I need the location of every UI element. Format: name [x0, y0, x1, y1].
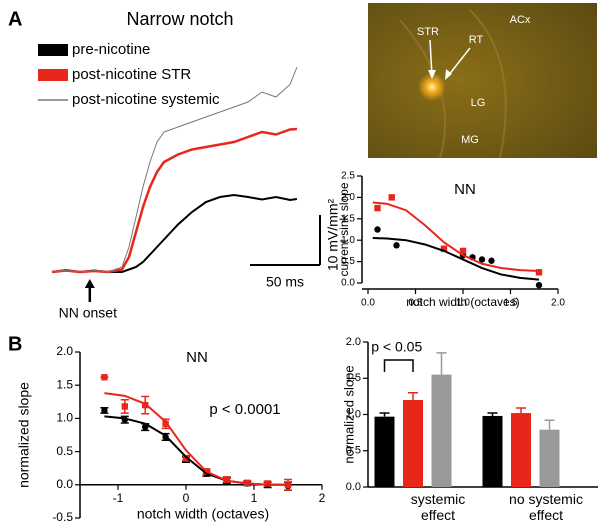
- data-point: [264, 480, 271, 487]
- image-label: STR: [417, 26, 439, 38]
- x-tick-label: 0.5: [409, 298, 423, 309]
- y-tick-label: 0.0: [346, 481, 361, 493]
- data-point: [162, 420, 169, 427]
- x-tick-label: 2: [319, 491, 326, 505]
- image-label: MG: [461, 134, 479, 146]
- data-point: [459, 247, 467, 255]
- y-tick-label: 1.5: [56, 377, 73, 391]
- legend-swatch: [38, 69, 68, 81]
- y-tick-label: 0.0: [341, 278, 355, 289]
- error-bar: [408, 392, 418, 400]
- scale-bar-label: 10 mV/mm²: [325, 198, 341, 271]
- x-tick-label: 0.0: [361, 298, 375, 309]
- data-point: [488, 257, 495, 264]
- y-tick-label: 0.0: [56, 477, 73, 491]
- data-point: [101, 374, 108, 381]
- data-point: [374, 226, 381, 233]
- x-tick-label: systemic effect: [410, 491, 466, 523]
- data-point: [182, 455, 190, 462]
- bar: [403, 400, 423, 487]
- legend-swatch: [38, 44, 68, 56]
- bar: [482, 415, 503, 487]
- trace: [51, 127, 298, 274]
- image-label: ACx: [510, 14, 531, 26]
- x-tick-label: -1: [113, 491, 124, 505]
- error-bar: [487, 412, 498, 416]
- legend-label: pre-nicotine: [72, 41, 150, 58]
- scale-bar-label: 50 ms: [266, 274, 304, 290]
- x-axis-label: notch width (octaves): [406, 295, 519, 309]
- x-tick-label: no systemic effect: [509, 491, 583, 523]
- y-tick-label: 0.5: [56, 444, 73, 458]
- data-point: [223, 476, 230, 483]
- y-tick-label: 1.5: [346, 372, 361, 384]
- image-label: RT: [469, 34, 484, 46]
- bar: [431, 374, 452, 487]
- onset-arrowhead: [84, 279, 95, 288]
- significance-bracket: [383, 359, 414, 372]
- chart-title: Narrow notch: [126, 9, 233, 29]
- panel-label: B: [8, 333, 22, 355]
- micrograph: STR RT ACx LG MG: [368, 3, 597, 159]
- y-tick-label: 2.5: [341, 171, 355, 182]
- error-bar: [544, 419, 555, 430]
- y-tick-label: -0.5: [52, 510, 73, 524]
- data-point: [374, 204, 381, 212]
- legend-label: post-nicotine STR: [72, 66, 191, 83]
- trace: [51, 66, 298, 273]
- legend-label: post-nicotine systemic: [72, 91, 220, 108]
- image-label: LG: [471, 97, 486, 109]
- panel-label: A: [8, 8, 22, 30]
- y-tick-label: 2.0: [341, 192, 355, 203]
- data-point: [535, 281, 543, 289]
- annotation: p < 0.0001: [209, 401, 280, 418]
- data-point: [478, 256, 486, 263]
- y-tick-label: 2.0: [56, 344, 73, 358]
- data-point: [440, 245, 448, 252]
- arrow: [447, 47, 471, 77]
- y-tick-label: 0.5: [341, 256, 355, 267]
- x-tick-label: 0: [183, 491, 190, 505]
- trace: [51, 193, 298, 274]
- y-tick-label: 1.0: [341, 235, 355, 246]
- y-axis-label: normalized slope: [341, 365, 356, 463]
- chart-title: NN: [186, 349, 208, 366]
- fit-curve: [372, 237, 540, 281]
- annotation: p < 0.05: [371, 339, 422, 355]
- y-tick-label: 2.0: [346, 336, 361, 348]
- chart-title: NN: [454, 181, 476, 198]
- data-point: [101, 407, 108, 414]
- annotation: NN onset: [59, 305, 117, 321]
- injection-site: [418, 73, 446, 101]
- x-tick-label: 1: [251, 491, 258, 505]
- x-tick-label: 2.0: [551, 298, 565, 309]
- data-point: [388, 194, 395, 201]
- y-tick-label: 1.0: [346, 408, 361, 420]
- data-point: [535, 269, 543, 276]
- bar: [374, 416, 395, 487]
- data-point: [121, 403, 128, 410]
- fit-curve: [372, 201, 540, 273]
- error-bar: [516, 407, 526, 414]
- y-axis-label: current sink slope: [337, 182, 351, 276]
- arrowhead: [445, 69, 452, 80]
- x-axis-label: notch width (octaves): [137, 506, 269, 522]
- y-tick-label: 1.5: [341, 213, 355, 224]
- x-tick-label: 1.0: [456, 298, 470, 309]
- arrowhead: [428, 70, 436, 79]
- y-tick-label: 1.0: [56, 411, 73, 425]
- y-axis-label: normalized slope: [16, 382, 32, 488]
- bar: [511, 413, 531, 487]
- error-bar: [379, 412, 390, 417]
- data-point: [393, 242, 400, 249]
- fit-curve: [104, 415, 288, 486]
- y-tick-label: 0.5: [346, 445, 361, 457]
- bar: [539, 429, 560, 487]
- x-tick-label: 1.5: [504, 298, 518, 309]
- error-bar: [436, 352, 447, 375]
- fit-curve: [104, 392, 288, 486]
